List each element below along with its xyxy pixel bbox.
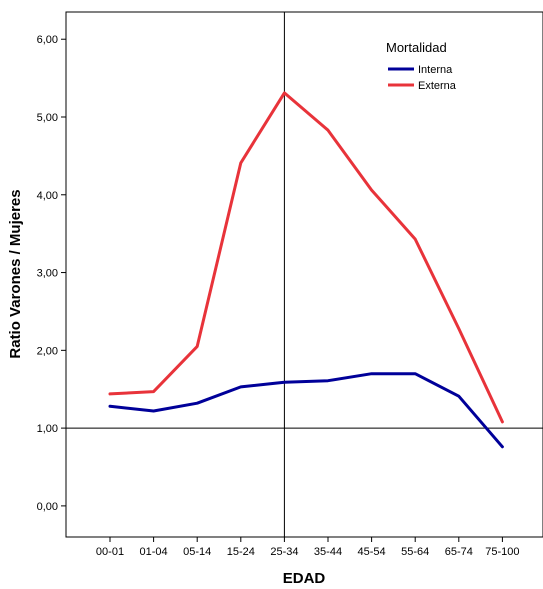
legend-title: Mortalidad xyxy=(386,40,447,55)
y-tick-label: 1,00 xyxy=(37,423,58,435)
x-axis: 00-01 01-04 05-14 15-24 25-34 35-44 45-54 55-64… xyxy=(96,537,520,558)
y-tick-label: 4,00 xyxy=(37,190,58,202)
series-line-interna xyxy=(108,372,504,449)
x-tick-label: 45-54 xyxy=(358,546,386,558)
y-tick-label: 0,00 xyxy=(37,501,58,513)
y-tick-label: 6,00 xyxy=(37,34,58,46)
y-tick-label: 5,00 xyxy=(37,112,58,124)
y-axis-label: Ratio Varones / Mujeres xyxy=(7,189,24,358)
reference-lines xyxy=(66,12,543,537)
x-tick-label: 35-44 xyxy=(314,546,342,558)
x-axis-label: EDAD xyxy=(283,570,326,584)
y-axis: 0,00 1,00 2,00 3,00 4,00 5,00 6,00 xyxy=(37,34,66,513)
legend-items: Interna Externa xyxy=(388,64,457,92)
x-tick-label: 05-14 xyxy=(183,546,211,558)
series-line-externa xyxy=(108,91,504,424)
y-tick-label: 3,00 xyxy=(37,268,58,280)
legend-label-externa: Externa xyxy=(418,80,457,92)
x-tick-label: 55-64 xyxy=(401,546,429,558)
x-tick-label: 00-01 xyxy=(96,546,124,558)
plot-frame xyxy=(65,11,543,538)
x-tick-label: 65-74 xyxy=(445,546,473,558)
x-tick-label: 01-04 xyxy=(140,546,168,558)
legend: Mortalidad Interna Externa xyxy=(386,40,457,92)
legend-label-interna: Interna xyxy=(418,64,453,76)
x-tick-label: 75-100 xyxy=(485,546,519,558)
series-layer xyxy=(108,91,504,449)
y-tick-label: 2,00 xyxy=(37,345,58,357)
x-tick-label: 25-34 xyxy=(270,546,298,558)
x-tick-label: 15-24 xyxy=(227,546,255,558)
